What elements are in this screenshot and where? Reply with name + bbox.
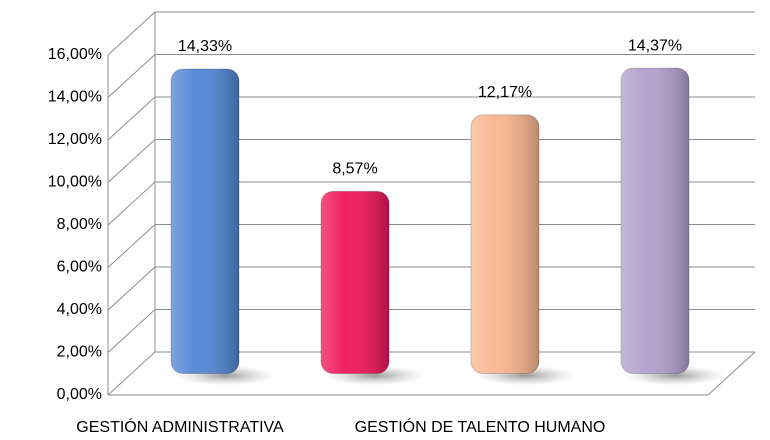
grid-line [107,96,755,141]
bar-shade [171,68,239,374]
y-tick-label: 0,00% [57,386,102,403]
grid-line [107,224,755,268]
y-tick-label: 12,00% [48,131,102,148]
y-tick-label: 14,00% [48,89,102,106]
value-label: 12,17% [478,84,532,101]
y-tick-label: 8,00% [57,216,102,233]
x-tick-label: GESTIÓN DE TALENTO HUMANO [355,417,606,436]
y-tick-label: 6,00% [57,259,102,276]
grid-line [107,266,755,311]
bar-shade [321,191,389,374]
grid-line [107,11,755,56]
grid-line [107,54,755,98]
value-label: 14,33% [178,38,232,55]
y-tick-label: 10,00% [48,174,102,191]
y-tick-label: 4,00% [57,301,102,318]
grid-line [107,351,755,396]
value-label: 14,37% [628,37,682,54]
bar-shade [621,68,689,374]
y-tick-label: 2,00% [57,344,102,361]
grid-line [107,139,755,183]
x-tick-label: GESTIÓN ADMINISTRATIVA [76,417,284,436]
grid-line [107,309,755,353]
grid-line [107,181,755,226]
y-tick-label: 16,00% [48,46,102,63]
value-label: 8,57% [332,161,377,178]
bar-shade [471,114,539,374]
